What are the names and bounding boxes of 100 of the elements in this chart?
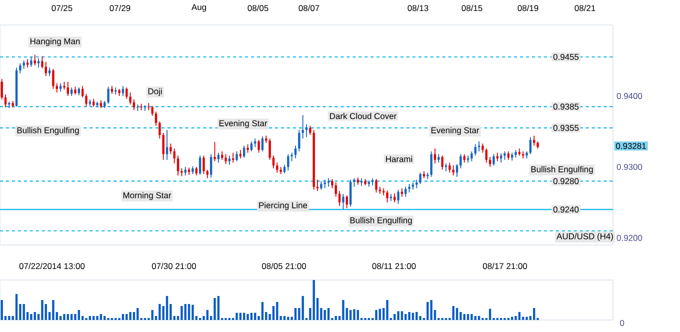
bar (334, 316, 337, 320)
bar (397, 311, 400, 320)
bar (532, 308, 536, 320)
bar (188, 304, 190, 320)
candlestick (56, 82, 58, 93)
candlestick (500, 153, 502, 164)
y-tick-label: 0.9200 (616, 234, 642, 241)
bar (52, 300, 54, 320)
candlestick (485, 148, 488, 164)
bar (74, 314, 76, 320)
candlestick (375, 178, 378, 193)
bar (514, 316, 517, 320)
bar (349, 310, 352, 320)
candlestick (276, 162, 278, 174)
bar (287, 316, 290, 320)
candlestick (214, 142, 216, 162)
candlestick (482, 143, 484, 154)
text: 07/29 (110, 4, 130, 12)
bar (214, 298, 216, 320)
bar (100, 314, 102, 320)
annotation: Dark Cloud Cover (330, 112, 396, 120)
bar (129, 312, 132, 320)
candlestick (37, 58, 40, 68)
bar (166, 296, 168, 320)
candlestick (0, 78, 3, 100)
candlestick (448, 162, 451, 174)
candlestick (151, 105, 154, 116)
y-tick-label: 0.9400 (616, 92, 642, 99)
bar (8, 316, 10, 320)
bar (30, 314, 32, 320)
bar (478, 316, 480, 320)
bar (302, 296, 304, 320)
bar (283, 316, 286, 320)
candlestick (302, 114, 304, 139)
text: 0 (620, 320, 624, 326)
ref-line-label: 0.9385 (553, 104, 579, 110)
bar (70, 314, 73, 320)
ref-line-label: 0.9455 (553, 54, 579, 60)
candlestick (34, 54, 36, 66)
candlestick (198, 155, 202, 176)
candlestick (331, 178, 334, 189)
annotation: Evening Star (219, 120, 268, 128)
candlestick (30, 56, 32, 68)
candlestick (19, 62, 22, 74)
candlestick (210, 154, 212, 178)
bar (180, 306, 183, 320)
candlestick (66, 81, 70, 96)
candlestick (272, 155, 275, 169)
candlestick (158, 121, 161, 139)
candlestick (41, 56, 44, 69)
bar (92, 316, 95, 320)
bar (294, 308, 297, 320)
candlestick (202, 155, 205, 174)
annotation: Evening Star (431, 127, 480, 135)
text: Aug (191, 4, 206, 12)
bar (526, 316, 528, 320)
bar (466, 314, 470, 320)
ref-line-label: 0.9355 (553, 124, 579, 131)
bar (217, 296, 220, 320)
bar (470, 314, 473, 320)
bar (416, 312, 418, 320)
text: 08/21 (574, 4, 596, 12)
bar (78, 310, 80, 320)
bar (276, 302, 278, 320)
bar (0, 300, 3, 320)
candlestick (107, 86, 110, 104)
text: 08/17 21:00 (482, 262, 528, 270)
annotation: Doji (148, 88, 162, 96)
bar (151, 310, 154, 320)
bar (104, 316, 106, 320)
bar (88, 316, 92, 320)
candlestick (532, 135, 536, 146)
bar (452, 306, 454, 320)
candlestick (287, 154, 290, 171)
bar (41, 300, 44, 320)
candlestick (386, 190, 388, 203)
bar (44, 304, 47, 320)
y-tick-label: 0.9300 (616, 164, 642, 170)
bar (518, 312, 521, 320)
text: 07/22/2014 13:00 (19, 262, 85, 270)
candlestick (236, 150, 238, 162)
bar (460, 312, 462, 320)
candlestick (144, 104, 146, 112)
candlestick (129, 92, 132, 105)
candlestick (4, 94, 7, 108)
candlestick (452, 165, 454, 176)
text: 08/05 (248, 4, 268, 12)
candlestick (85, 93, 88, 108)
candlestick (460, 154, 462, 169)
candlestick (419, 172, 422, 184)
candlestick (382, 188, 385, 196)
candlestick (250, 140, 253, 152)
bar (386, 300, 388, 320)
bar (66, 314, 70, 320)
bar (96, 316, 98, 320)
bar (136, 308, 139, 320)
bar (400, 311, 404, 320)
candlestick (290, 152, 293, 162)
bar (327, 308, 330, 320)
text: 08/11 21:00 (372, 262, 416, 270)
